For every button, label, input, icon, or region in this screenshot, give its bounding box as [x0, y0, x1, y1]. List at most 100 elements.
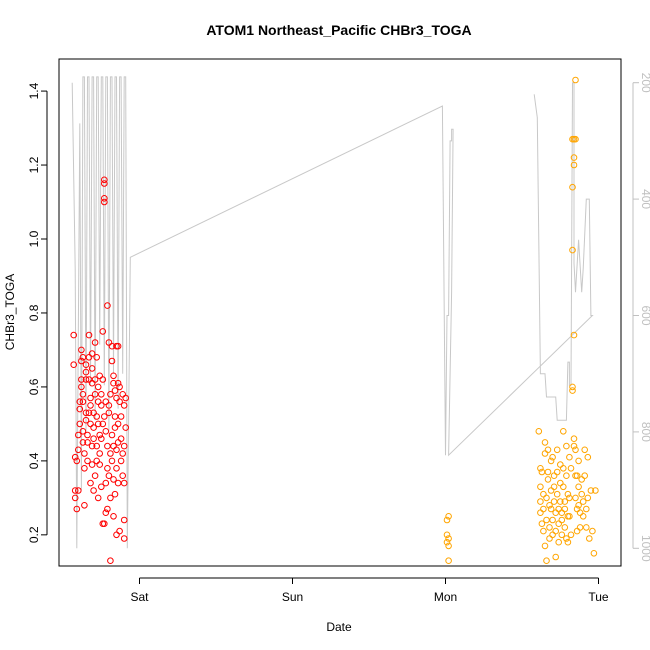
- data-point: [82, 376, 90, 383]
- data-point: [104, 442, 111, 450]
- data-point: [79, 354, 87, 361]
- data-point: [107, 450, 114, 457]
- data-point: [566, 513, 573, 520]
- data-point: [570, 161, 578, 169]
- data-point: [73, 457, 81, 465]
- data-point: [569, 183, 576, 191]
- data-point: [120, 442, 128, 450]
- data-point: [544, 468, 552, 476]
- y-tick-label: 1.4: [27, 82, 41, 99]
- data-point: [558, 531, 566, 539]
- data-point: [79, 439, 87, 446]
- data-point: [122, 394, 129, 402]
- y-tick-label: 0.4: [27, 452, 41, 469]
- data-point: [91, 472, 99, 480]
- data-point: [96, 372, 103, 380]
- data-point: [98, 402, 105, 409]
- data-point: [537, 465, 544, 472]
- data-point: [553, 468, 561, 476]
- data-point: [563, 535, 570, 542]
- data-point: [93, 413, 100, 420]
- y2-tick-label: 400: [639, 189, 650, 209]
- data-point: [94, 398, 102, 406]
- data-point: [104, 505, 111, 513]
- data-point: [581, 446, 589, 454]
- y-tick-label: 0.6: [27, 378, 41, 395]
- data-point: [570, 154, 578, 161]
- data-point: [98, 435, 105, 443]
- data-point: [111, 413, 119, 420]
- data-point: [104, 465, 111, 472]
- data-point: [114, 342, 122, 350]
- data-point: [107, 391, 114, 398]
- data-point: [101, 176, 108, 184]
- data-point: [120, 479, 128, 487]
- data-point: [120, 516, 128, 524]
- data-point: [552, 553, 560, 561]
- data-point: [104, 302, 111, 309]
- data-point: [543, 557, 550, 565]
- data-point: [99, 420, 107, 428]
- data-point: [573, 472, 581, 480]
- data-point: [549, 516, 556, 524]
- data-point: [88, 365, 96, 372]
- data-point: [537, 483, 544, 491]
- data-point: [119, 472, 126, 480]
- data-point: [91, 376, 99, 383]
- data-point: [91, 391, 99, 398]
- data-point: [93, 354, 100, 361]
- data-point: [79, 391, 87, 398]
- data-point: [552, 509, 560, 517]
- data-point: [85, 409, 93, 417]
- data-point: [584, 494, 592, 502]
- data-point: [443, 516, 451, 524]
- data-point: [555, 538, 563, 546]
- data-point: [107, 494, 114, 502]
- data-point: [102, 398, 110, 406]
- data-point: [557, 498, 564, 505]
- data-point: [93, 442, 100, 450]
- y2-tick-label: 200: [639, 73, 650, 93]
- data-point: [75, 446, 82, 454]
- data-point: [78, 346, 85, 354]
- data-point: [583, 524, 590, 531]
- data-point: [71, 494, 79, 502]
- data-point: [98, 391, 105, 398]
- data-point: [555, 520, 563, 528]
- data-point: [558, 509, 566, 517]
- data-point: [107, 557, 114, 565]
- data-point: [540, 527, 547, 535]
- altitude-line-layer: [71, 76, 594, 549]
- data-point: [549, 531, 556, 539]
- data-point: [572, 135, 579, 143]
- x-tick-label: Sun: [282, 590, 303, 604]
- data-point: [110, 379, 117, 387]
- data-point: [70, 361, 77, 369]
- y-tick-label: 1.0: [27, 230, 41, 247]
- data-point: [78, 376, 85, 383]
- data-point: [569, 387, 576, 394]
- data-point: [102, 509, 110, 517]
- data-point: [94, 494, 102, 502]
- data-point: [546, 502, 553, 509]
- data-point: [575, 502, 582, 509]
- data-point: [569, 383, 576, 391]
- data-point: [557, 461, 564, 468]
- y-tick-label: 0.8: [27, 304, 41, 321]
- data-point: [101, 198, 108, 206]
- data-point: [84, 431, 91, 439]
- y-tick-label: 1.2: [27, 156, 41, 173]
- data-point: [81, 465, 88, 472]
- data-point: [110, 513, 117, 520]
- data-point: [443, 531, 451, 539]
- data-point: [560, 483, 567, 491]
- data-point: [537, 509, 544, 517]
- data-point: [105, 472, 113, 480]
- data-point: [558, 516, 566, 524]
- data-point: [589, 527, 596, 535]
- data-point: [114, 420, 122, 428]
- data-point: [117, 457, 125, 465]
- data-point: [79, 398, 87, 406]
- data-point: [581, 472, 589, 480]
